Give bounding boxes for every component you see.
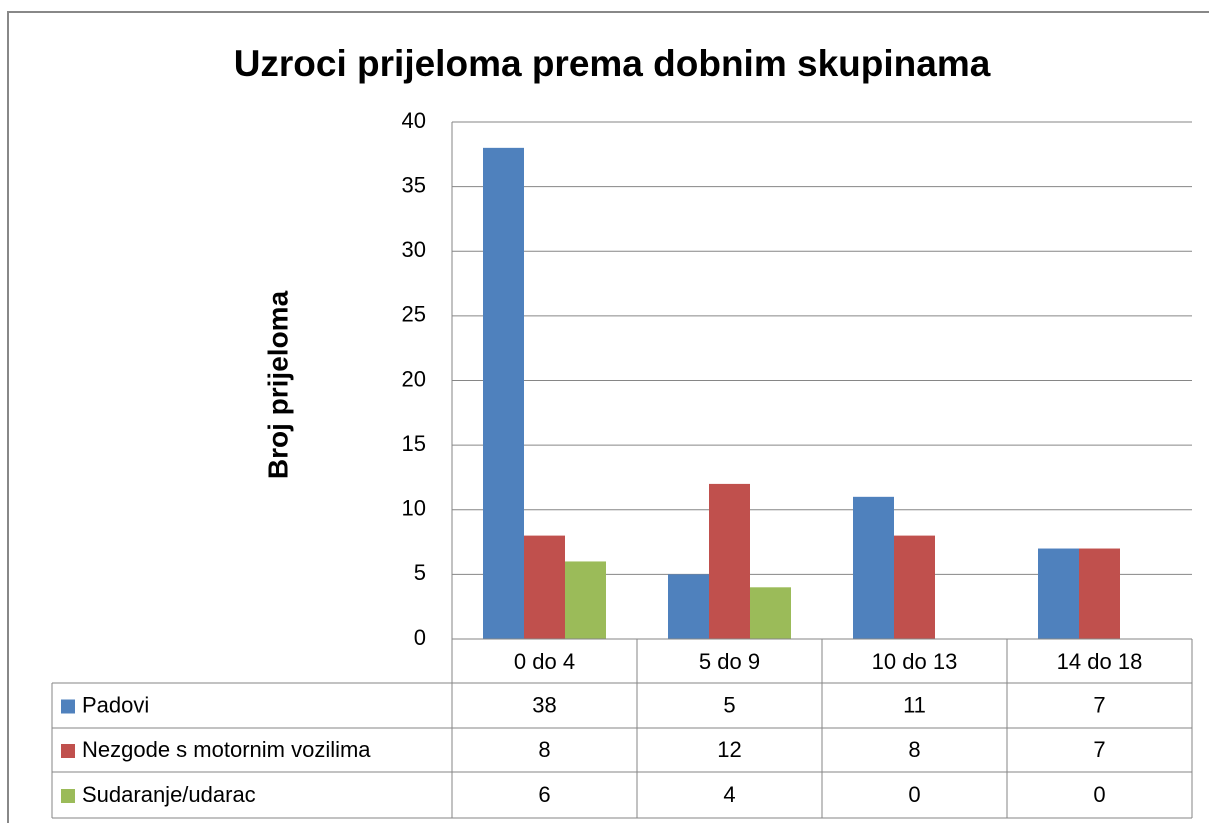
bar: [1079, 548, 1120, 639]
table-value: 8: [538, 737, 550, 762]
bar: [709, 483, 750, 639]
legend-key: [61, 744, 75, 758]
y-tick-label: 25: [402, 302, 426, 327]
table-value: 12: [717, 737, 741, 762]
legend-label: Padovi: [82, 692, 149, 717]
table-value: 7: [1093, 692, 1105, 717]
table-value: 0: [908, 782, 920, 807]
bar: [853, 496, 894, 639]
y-axis-title: Broj prijeloma: [262, 290, 293, 479]
x-tick-label: 14 do 18: [1057, 649, 1143, 674]
table-value: 38: [532, 692, 556, 717]
y-tick-label: 15: [402, 431, 426, 456]
y-tick-label: 20: [402, 366, 426, 391]
bar: [524, 535, 565, 639]
bar: [565, 561, 606, 639]
x-tick-label: 5 do 9: [699, 649, 760, 674]
table-value: 0: [1093, 782, 1105, 807]
legend-label: Nezgode s motornim vozilima: [82, 737, 371, 762]
y-tick-label: 40: [402, 108, 426, 133]
table-value: 8: [908, 737, 920, 762]
chart-title: Uzroci prijeloma prema dobnim skupinama: [234, 43, 991, 84]
table-value: 11: [903, 692, 926, 717]
x-tick-label: 0 do 4: [514, 649, 575, 674]
y-tick-label: 30: [402, 237, 426, 262]
y-tick-label: 35: [402, 172, 426, 197]
y-tick-label: 10: [402, 496, 426, 521]
table-value: 5: [723, 692, 735, 717]
bar: [894, 535, 935, 639]
legend-key: [61, 789, 75, 803]
table-value: 7: [1093, 737, 1105, 762]
y-tick-label: 5: [414, 560, 426, 585]
table-value: 6: [538, 782, 550, 807]
bar: [668, 574, 709, 639]
bar: [483, 147, 524, 639]
legend-key: [61, 699, 75, 714]
chart-border: [7, 11, 1209, 823]
bar: [1038, 548, 1079, 639]
legend-label: Sudaranje/udarac: [82, 782, 256, 807]
table-value: 4: [723, 782, 735, 807]
bar: [750, 587, 791, 639]
x-tick-label: 10 do 13: [872, 649, 958, 674]
y-tick-label: 0: [414, 625, 426, 650]
